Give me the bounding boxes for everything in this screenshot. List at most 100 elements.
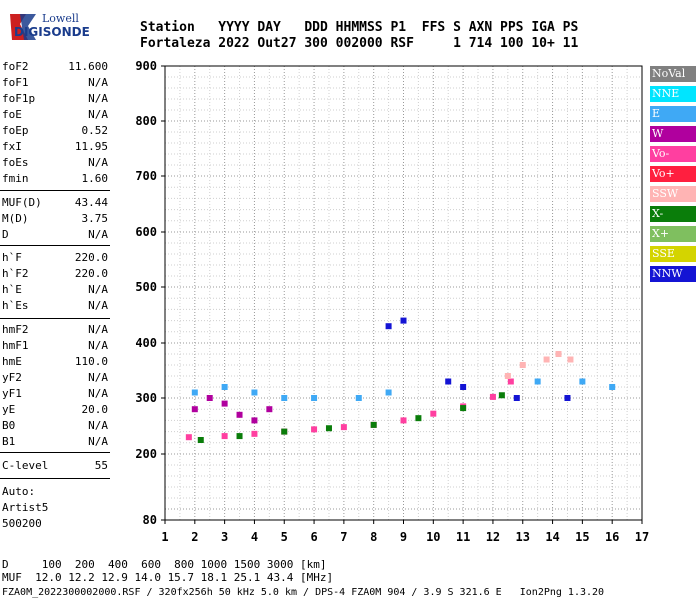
echo-point xyxy=(325,425,332,432)
param-value: N/A xyxy=(88,228,108,241)
param-name: h`F2 xyxy=(2,267,29,280)
param-name: MUF(D) xyxy=(2,196,42,209)
param-separator xyxy=(0,452,110,453)
legend-item: Vo+ xyxy=(650,166,696,182)
echo-point xyxy=(251,430,258,437)
param-row: hmF1 N/A xyxy=(2,339,108,355)
echo-point xyxy=(221,433,228,440)
param-row: D N/A xyxy=(2,228,108,244)
echo-point xyxy=(311,426,318,433)
param-name: hmF2 xyxy=(2,323,29,336)
y-tick-label: 200 xyxy=(135,447,157,461)
param-value: 0.52 xyxy=(81,124,109,137)
echo-point xyxy=(251,389,258,396)
param-value: N/A xyxy=(88,387,108,400)
param-value: N/A xyxy=(88,108,108,121)
param-row: M(D) 3.75 xyxy=(2,212,108,228)
echo-point xyxy=(355,395,362,401)
param-name: B1 xyxy=(2,435,16,448)
param-row: B1 N/A xyxy=(2,435,108,451)
echo-point xyxy=(185,434,192,441)
param-value: N/A xyxy=(88,92,108,105)
param-name: yF2 xyxy=(2,371,22,384)
echo-point xyxy=(311,395,318,401)
y-tick-label: 900 xyxy=(135,59,157,73)
echo-point xyxy=(281,395,288,401)
x-tick-label: 5 xyxy=(281,530,288,544)
param-row: foF1p N/A xyxy=(2,92,108,108)
footer-muf-row: MUF 12.0 12.2 12.9 14.0 15.7 18.1 25.1 4… xyxy=(2,571,334,584)
param-row: h`F2 220.0 xyxy=(2,267,108,283)
auto-label: Auto: xyxy=(2,485,36,498)
param-value: N/A xyxy=(88,283,108,296)
param-row: C-level 55 xyxy=(2,459,108,475)
param-name: fmin xyxy=(2,172,29,185)
param-row: fmin 1.60 xyxy=(2,172,108,188)
x-tick-label: 2 xyxy=(191,530,198,544)
param-name: foF1 xyxy=(2,76,29,89)
param-row: foEp 0.52 xyxy=(2,124,108,140)
echo-point xyxy=(564,395,571,401)
echo-point xyxy=(567,356,574,363)
param-value: 3.75 xyxy=(81,212,109,225)
param-name: hmF1 xyxy=(2,339,29,352)
param-row: B0 N/A xyxy=(2,419,108,435)
param-row: foF1 N/A xyxy=(2,76,108,92)
echo-point xyxy=(221,400,228,407)
plot-border xyxy=(164,65,643,521)
param-separator xyxy=(0,190,110,191)
param-value: N/A xyxy=(88,323,108,336)
logo-text-digisonde: DIGISONDE xyxy=(14,25,90,39)
auto-method: Artist5 xyxy=(2,501,49,514)
footer-distance-row: D 100 200 400 600 800 1000 1500 3000 [km… xyxy=(2,558,327,571)
x-tick-label: 16 xyxy=(605,530,619,544)
x-tick-label: 6 xyxy=(310,530,317,544)
x-tick-label: 12 xyxy=(486,530,500,544)
param-name: D xyxy=(2,228,9,241)
echo-point xyxy=(543,356,550,363)
x-tick-label: 9 xyxy=(400,530,407,544)
echo-point xyxy=(197,437,204,443)
echo-point xyxy=(191,389,198,396)
param-value: 110.0 xyxy=(74,355,108,368)
param-row: hmF2 N/A xyxy=(2,323,108,339)
echo-point xyxy=(460,405,467,412)
echo-point xyxy=(236,411,243,418)
legend-item: X+ xyxy=(650,226,696,242)
echo-point xyxy=(579,378,586,385)
echo-point xyxy=(489,393,496,400)
param-row: foE N/A xyxy=(2,108,108,124)
digisonde-logo xyxy=(6,10,76,40)
param-value: N/A xyxy=(88,435,108,448)
param-row: h`Es N/A xyxy=(2,299,108,315)
param-value: 55 xyxy=(94,459,108,472)
x-tick-label: 11 xyxy=(456,530,470,544)
legend-item: NNE xyxy=(650,86,696,102)
echo-point xyxy=(498,392,505,399)
echo-point xyxy=(191,406,198,413)
param-value: 1.60 xyxy=(81,172,109,185)
header-labels: Station YYYY DAY DDD HHMMSS P1 FFS S AXN… xyxy=(140,20,579,35)
param-value: N/A xyxy=(88,419,108,432)
echo-point xyxy=(251,417,258,424)
param-name: hmE xyxy=(2,355,22,368)
echo-point xyxy=(400,317,407,324)
legend-item: NNW xyxy=(650,266,696,282)
x-tick-label: 8 xyxy=(370,530,377,544)
param-name: foEp xyxy=(2,124,29,137)
param-name: foF2 xyxy=(2,60,29,73)
legend-item: SSE xyxy=(650,246,696,262)
legend-item: E xyxy=(650,106,696,122)
echo-point xyxy=(400,417,407,424)
param-name: h`F xyxy=(2,251,22,264)
param-separator xyxy=(0,318,110,319)
x-tick-label: 14 xyxy=(545,530,559,544)
echo-point xyxy=(430,410,437,417)
echo-point xyxy=(385,323,392,330)
x-tick-label: 10 xyxy=(426,530,440,544)
y-tick-label: 700 xyxy=(135,169,157,183)
echo-point xyxy=(555,351,562,357)
param-value: 220.0 xyxy=(74,251,108,264)
param-row: foEs N/A xyxy=(2,156,108,172)
